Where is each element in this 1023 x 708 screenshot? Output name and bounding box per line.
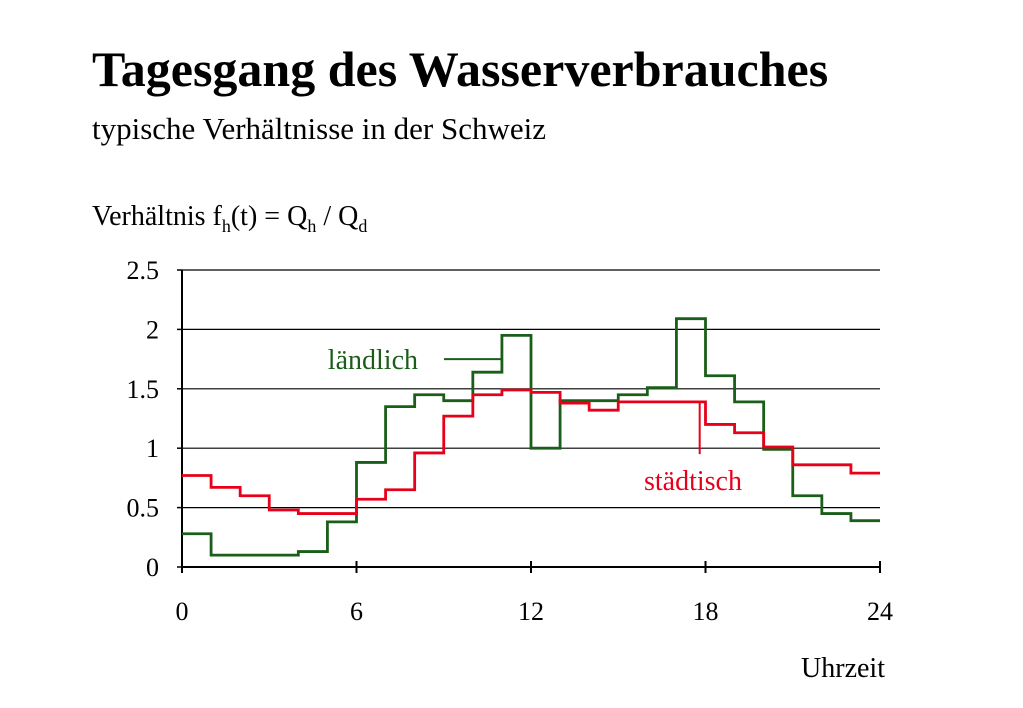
y-tick-label: 0 [146,553,159,582]
series-layer [182,317,880,557]
y-tick-label: 2 [146,315,159,344]
x-tick-label: 0 [176,597,189,626]
y-tick-label: 1 [146,434,159,463]
y-axis-label-f-sub: h [222,216,231,236]
series-line-staedtisch [182,388,880,515]
x-tick-label: 24 [867,597,893,626]
y-axis-label-q2-sub: d [358,216,367,236]
y-tick-label: 0.5 [127,494,160,523]
y-axis-label-prefix: Verhältnis f [92,201,223,232]
x-tick-label: 6 [350,597,363,626]
y-axis-label-sep: / Q [316,201,358,232]
x-tick-label: 12 [518,597,544,626]
series-line-laendlich [182,317,880,557]
series-label-staedtisch: städtisch [644,466,742,497]
y-tick-label: 2.5 [127,256,160,285]
axis-layer [177,269,881,573]
y-axis-label: Verhältnis fh(t) = Qh / Qd [92,201,367,236]
y-axis-label-middle: (t) = Q [231,201,307,232]
x-tick-label: 18 [693,597,719,626]
label-layer: 0 0.5 1 1.5 2 2.5 0 6 12 18 24 ländlich städtisch [127,256,894,626]
series-label-laendlich: ländlich [328,345,418,376]
y-axis-label-q1-sub: h [307,216,316,236]
page-title: Tagesgang des Wasserverbrauches [92,41,829,97]
page-subtitle: typische Verhältnisse in der Schweiz [92,111,546,146]
y-tick-label: 1.5 [127,375,160,404]
x-axis-label: Uhrzeit [801,653,885,684]
